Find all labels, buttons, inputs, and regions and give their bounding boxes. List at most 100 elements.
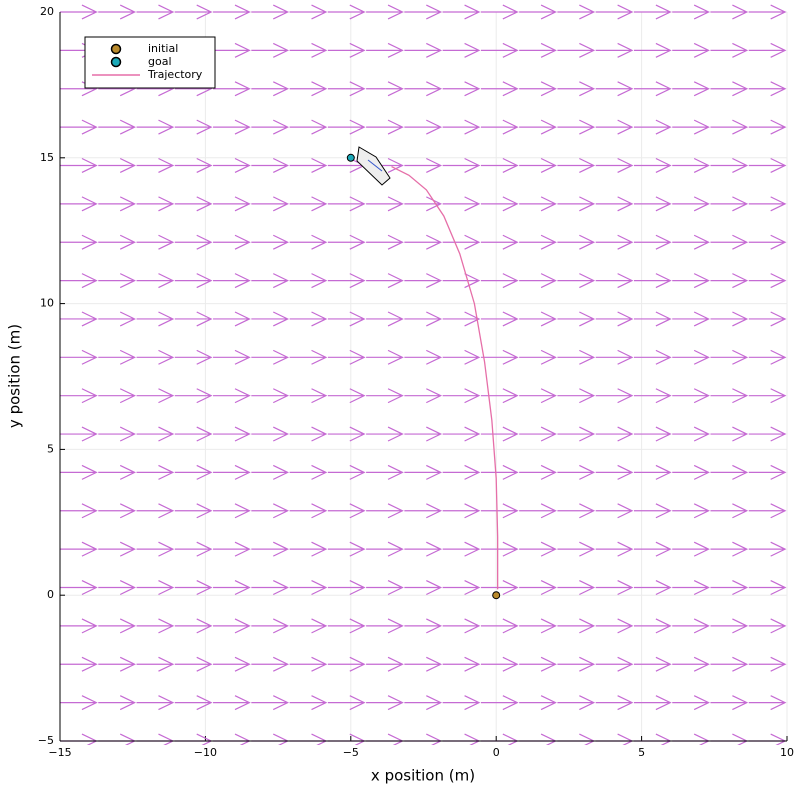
- field-arrow: [748, 388, 787, 404]
- field-arrow: [289, 464, 328, 480]
- field-arrow: [557, 42, 596, 58]
- field-arrow: [60, 273, 98, 289]
- field-arrow: [672, 426, 710, 442]
- y-tick-label: 5: [47, 442, 54, 455]
- field-arrow: [60, 311, 98, 327]
- field-arrow: [404, 580, 443, 596]
- field-arrow: [251, 580, 290, 596]
- field-arrow: [404, 464, 443, 480]
- field-arrow: [633, 119, 672, 135]
- field-arrow: [633, 426, 672, 442]
- field-arrow: [519, 464, 557, 480]
- field-arrow: [672, 618, 710, 634]
- field-arrow: [366, 42, 404, 58]
- field-arrow: [327, 656, 366, 672]
- field-arrow: [480, 196, 519, 212]
- field-arrow: [98, 503, 136, 519]
- field-arrow: [557, 119, 596, 135]
- field-arrow: [289, 426, 328, 442]
- field-arrow: [595, 618, 634, 634]
- field-arrow: [633, 464, 672, 480]
- field-arrow: [595, 541, 634, 557]
- field-arrow: [748, 4, 787, 20]
- field-arrow: [289, 618, 328, 634]
- field-arrow: [557, 464, 596, 480]
- field-arrow: [404, 81, 443, 97]
- field-arrow: [442, 541, 481, 557]
- field-arrow: [557, 157, 596, 173]
- field-arrow: [60, 695, 98, 711]
- y-tick-label: 0: [47, 588, 54, 601]
- field-arrow: [557, 196, 596, 212]
- x-tick-label: −15: [48, 746, 71, 759]
- field-arrow: [327, 273, 366, 289]
- field-arrow: [98, 388, 136, 404]
- field-arrow: [633, 580, 672, 596]
- field-arrow: [174, 119, 213, 135]
- field-arrow: [442, 311, 481, 327]
- field-arrow: [60, 426, 98, 442]
- field-arrow: [557, 618, 596, 634]
- field-arrow: [519, 42, 557, 58]
- field-arrow: [98, 349, 136, 365]
- field-arrow: [710, 503, 749, 519]
- field-arrow: [557, 4, 596, 20]
- field-arrow: [213, 464, 251, 480]
- field-arrow: [672, 503, 710, 519]
- field-arrow: [557, 656, 596, 672]
- field-arrow: [557, 349, 596, 365]
- field-arrow: [174, 234, 213, 250]
- field-arrow: [710, 273, 749, 289]
- field-arrow: [519, 503, 557, 519]
- legend-label: initial: [148, 42, 178, 55]
- field-arrow: [327, 349, 366, 365]
- field-arrow: [672, 388, 710, 404]
- field-arrow: [327, 388, 366, 404]
- field-arrow: [366, 503, 404, 519]
- field-arrow: [748, 656, 787, 672]
- field-arrow: [327, 541, 366, 557]
- field-arrow: [366, 388, 404, 404]
- field-arrow: [136, 695, 175, 711]
- field-arrow: [748, 42, 787, 58]
- field-arrow: [366, 618, 404, 634]
- field-arrow: [289, 580, 328, 596]
- field-arrow: [60, 349, 98, 365]
- field-arrow: [633, 196, 672, 212]
- vector-field: [60, 4, 787, 745]
- field-arrow: [519, 580, 557, 596]
- field-arrow: [174, 273, 213, 289]
- field-arrow: [710, 234, 749, 250]
- field-arrow: [595, 503, 634, 519]
- field-arrow: [60, 580, 98, 596]
- legend-box: [84, 36, 216, 89]
- field-arrow: [251, 349, 290, 365]
- y-axis-label: y position (m): [6, 324, 24, 428]
- field-arrow: [710, 695, 749, 711]
- field-arrow: [136, 157, 175, 173]
- field-arrow: [60, 541, 98, 557]
- field-arrow: [748, 196, 787, 212]
- field-arrow: [366, 580, 404, 596]
- field-arrow: [519, 196, 557, 212]
- field-arrow: [672, 580, 710, 596]
- field-arrow: [98, 196, 136, 212]
- field-arrow: [557, 695, 596, 711]
- y-tick-label: −5: [38, 734, 54, 747]
- field-arrow: [60, 119, 98, 135]
- field-arrow: [213, 349, 251, 365]
- field-arrow: [519, 541, 557, 557]
- legend-swatch: [110, 56, 122, 68]
- field-arrow: [213, 656, 251, 672]
- field-arrow: [213, 119, 251, 135]
- field-arrow: [672, 4, 710, 20]
- field-arrow: [748, 618, 787, 634]
- field-arrow: [672, 234, 710, 250]
- boat: [356, 146, 391, 186]
- x-tick-label: 10: [780, 746, 794, 759]
- field-arrow: [136, 388, 175, 404]
- field-arrow: [748, 426, 787, 442]
- field-arrow: [136, 119, 175, 135]
- field-arrow: [633, 273, 672, 289]
